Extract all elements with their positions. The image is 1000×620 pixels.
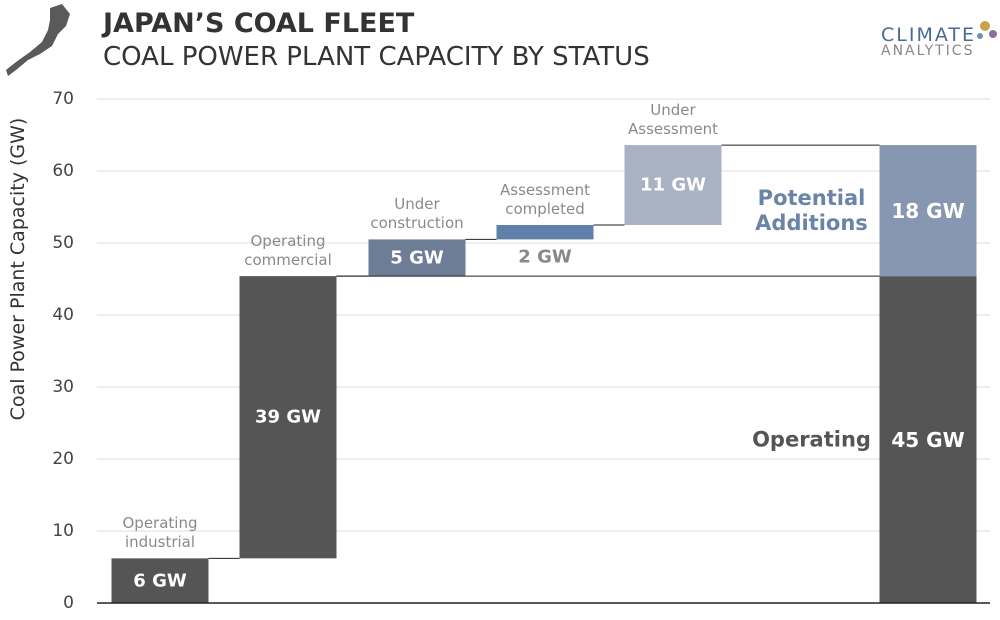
- bar: [624, 145, 722, 225]
- y-tick-label: 40: [52, 305, 74, 325]
- legend-label: Potential Additions: [755, 185, 868, 235]
- logo-dot: [980, 21, 990, 31]
- value-label: 2 GW: [518, 246, 572, 268]
- value-label: 11 GW: [640, 174, 706, 196]
- category-label: Operating industrial: [122, 514, 198, 552]
- y-tick-label: 0: [63, 593, 74, 613]
- y-tick-label: 50: [52, 233, 74, 253]
- logo-dot: [989, 30, 997, 38]
- y-tick-label: 10: [52, 521, 74, 541]
- chart-title: JAPAN’S COAL FLEET: [103, 8, 415, 39]
- total-bar: [879, 276, 977, 603]
- logo-text: CLIMATE: [881, 24, 976, 46]
- category-label: Under Assessment: [628, 101, 718, 139]
- y-axis-label: Coal Power Plant Capacity (GW): [7, 117, 29, 421]
- value-label: 18 GW: [891, 198, 965, 223]
- value-label: 6 GW: [133, 570, 187, 592]
- y-tick-label: 70: [52, 89, 74, 109]
- bar: [496, 225, 594, 240]
- japan-icon: [6, 4, 70, 76]
- logo-text: ANALYTICS: [881, 43, 975, 59]
- y-tick-label: 20: [52, 449, 74, 469]
- bar: [111, 558, 209, 603]
- chart-subtitle: COAL POWER PLANT CAPACITY BY STATUS: [103, 42, 650, 72]
- category-label: Under construction: [370, 195, 464, 233]
- value-label: 5 GW: [390, 247, 444, 269]
- value-label: 45 GW: [891, 427, 965, 452]
- total-bar: [879, 145, 977, 277]
- value-label: 39 GW: [255, 406, 321, 428]
- y-tick-label: 30: [52, 377, 74, 397]
- legend-label: Operating: [752, 427, 871, 452]
- logo-dot: [977, 33, 983, 39]
- bar: [239, 276, 337, 559]
- category-label: Operating commercial: [244, 232, 332, 270]
- y-tick-label: 60: [52, 161, 74, 181]
- bar: [368, 239, 466, 277]
- category-label: Assessment completed: [500, 181, 590, 218]
